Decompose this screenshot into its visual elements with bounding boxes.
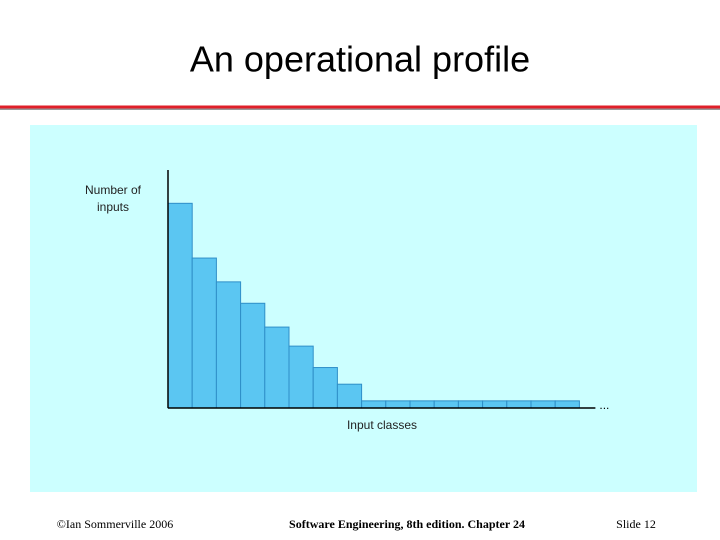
x-axis-continuation: ... <box>599 398 609 412</box>
chart: ... Input classes Number of inputs <box>85 170 609 432</box>
footer-right: Slide 12 <box>616 517 656 531</box>
y-axis-label: Number of <box>85 183 142 197</box>
bar <box>336 383 363 409</box>
bar <box>240 302 266 409</box>
bar <box>409 400 435 409</box>
bar <box>530 400 556 409</box>
bar <box>457 400 484 409</box>
bar <box>191 257 217 409</box>
bar <box>482 400 508 409</box>
bar <box>385 400 411 409</box>
y-axis-label: inputs <box>97 200 129 214</box>
x-axis-label: Input classes <box>347 418 417 432</box>
bar <box>506 400 532 409</box>
bar <box>167 202 193 409</box>
bar <box>288 345 314 409</box>
bar <box>312 367 338 409</box>
bar <box>264 326 290 409</box>
footer-center: Software Engineering, 8th edition. Chapt… <box>289 517 525 531</box>
bar <box>554 400 580 409</box>
bar <box>433 400 459 409</box>
chart-panel <box>30 125 697 492</box>
bar <box>361 400 387 409</box>
slide-title: An operational profile <box>190 39 530 80</box>
footer-left: ©Ian Sommerville 2006 <box>57 517 173 531</box>
bar <box>215 281 242 409</box>
